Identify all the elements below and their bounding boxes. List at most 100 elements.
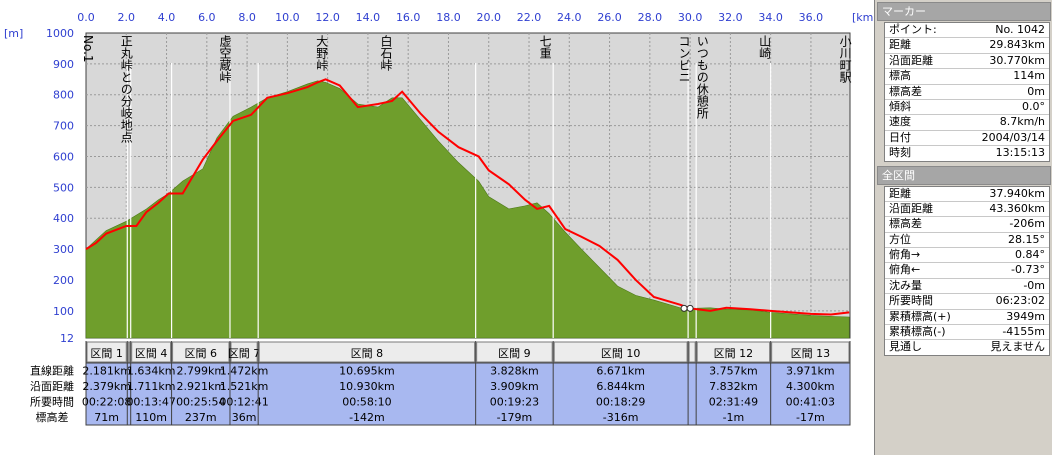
row-label: 標高差 xyxy=(889,84,922,98)
segment-column[interactable]: 区間 8 10.695km 10.930km 00:58:10 -142m xyxy=(257,341,476,425)
segment-header-cell[interactable] xyxy=(172,341,230,363)
segment-value: -316m xyxy=(603,411,639,424)
row-header-label: 標高差 xyxy=(36,410,69,424)
y-tick-label: 400 xyxy=(53,212,74,225)
annotation-label: 正丸峠との分岐地点 xyxy=(119,35,133,143)
segment-header-cell[interactable] xyxy=(86,341,127,363)
segment-name: 区間 4 xyxy=(135,347,168,360)
segment-value: 1.634km xyxy=(127,365,176,378)
segment-value: 00:58:10 xyxy=(342,396,391,409)
segment-column[interactable]: 区間 4 1.634km 1.711km 00:13:47 110m xyxy=(126,341,176,425)
y-tick-label: 700 xyxy=(53,120,74,133)
annotation-label: いつもの休憩所 xyxy=(695,35,709,119)
segment-value: 00:12:41 xyxy=(219,396,268,409)
segment-value: 00:41:03 xyxy=(786,396,835,409)
row-label: 累積標高(+) xyxy=(889,309,951,323)
total-info-table: 距離 37.940km 沿面距離 43.360km 標高差 -206m 方位 28.15° 俯角… xyxy=(884,185,1050,356)
x-tick-label: 14.0 xyxy=(356,11,381,24)
row-value: 8.7km/h xyxy=(999,115,1045,129)
segment-value: 4.300km xyxy=(786,380,835,393)
place-annotations: No.1 正丸峠との分岐地点 虚空蔵峠 大野峠 白石峠 七重 コンビニ いつもの休憩所 山崎 小川… xyxy=(81,34,852,143)
annotation-label: コンビニ xyxy=(677,35,691,83)
row-value: No. 1042 xyxy=(995,23,1045,36)
segment-column[interactable]: 区間 10 6.671km 6.844km 00:18:29 -316m xyxy=(552,341,688,425)
x-tick-label: 36.0 xyxy=(799,11,824,24)
row-value: -4155m xyxy=(1002,325,1045,339)
marker-panel-row: 速度 8.7km/h xyxy=(885,115,1049,131)
row-label: 沿面距離 xyxy=(889,201,933,215)
row-label: 標高 xyxy=(889,69,911,83)
row-label: 沿面距離 xyxy=(889,53,933,67)
segment-column[interactable]: 区間 7 1.472km 1.521km 00:12:41 36m xyxy=(219,341,269,425)
segment-column[interactable]: 区間 9 3.828km 3.909km 00:19:23 -179m xyxy=(475,341,553,425)
x-tick-label: 10.0 xyxy=(275,11,300,24)
total-panel-title: 全区間 xyxy=(877,165,1051,185)
total-panel-row: 累積標高(+) 3949m xyxy=(885,309,1049,326)
row-value: 0.0° xyxy=(1022,99,1045,113)
segment-column[interactable] xyxy=(126,341,131,425)
segment-header-cell[interactable] xyxy=(553,341,688,363)
segment-column[interactable]: 区間 13 3.971km 4.300km 00:41:03 -17m xyxy=(770,341,850,425)
segment-header-cell[interactable] xyxy=(688,341,696,363)
segment-header-cell[interactable] xyxy=(476,341,553,363)
segment-value: 237m xyxy=(185,411,217,424)
total-panel-row: 方位 28.15° xyxy=(885,232,1049,249)
x-tick-label: 6.0 xyxy=(198,11,216,24)
marker-panel-row: 傾斜 0.0° xyxy=(885,99,1049,116)
segment-value: 71m xyxy=(94,411,119,424)
row-value: 28.15° xyxy=(1008,232,1045,246)
total-panel-row: 所要時間 06:23:02 xyxy=(885,294,1049,310)
row-header-label: 直線距離 xyxy=(30,364,74,378)
elevation-profile-chart[interactable]: No.1 正丸峠との分岐地点 虚空蔵峠 大野峠 白石峠 七重 コンビニ いつもの休憩所 山崎 小川… xyxy=(0,0,874,455)
marker-panel-row: 沿面距離 30.770km xyxy=(885,53,1049,70)
segment-name: 区間 8 xyxy=(351,347,384,360)
x-tick-label: 28.0 xyxy=(638,11,663,24)
x-tick-label: 12.0 xyxy=(315,11,340,24)
segment-header-cell[interactable] xyxy=(771,341,850,363)
row-header-label: 沿面距離 xyxy=(30,379,74,393)
segment-value: 6.671km xyxy=(596,365,645,378)
marker-panel-row: 標高差 0m xyxy=(885,85,1049,100)
y-tick-label: 100 xyxy=(53,305,74,318)
segment-column[interactable] xyxy=(687,341,696,425)
segment-value: 10.695km xyxy=(339,365,395,378)
y-tick-label: 300 xyxy=(53,243,74,256)
row-label: 標高差 xyxy=(889,217,922,231)
segment-column[interactable]: 区間 12 3.757km 7.832km 02:31:49 -1m xyxy=(695,341,771,425)
total-panel-row: 累積標高(-) -4155m xyxy=(885,325,1049,341)
segment-name: 区間 7 xyxy=(228,347,261,360)
row-value: -206m xyxy=(1009,217,1045,231)
info-side-panel: マーカー ポイント: No. 1042 距離 29.843km 沿面距離 30.770km… xyxy=(874,0,1052,455)
x-tick-label: 18.0 xyxy=(436,11,461,24)
marker-icons xyxy=(680,304,694,312)
x-tick-label: 2.0 xyxy=(118,11,136,24)
x-axis-unit: [km] xyxy=(852,11,874,24)
segment-header-cell[interactable] xyxy=(127,341,131,363)
x-tick-label: 30.0 xyxy=(678,11,703,24)
row-label: 距離 xyxy=(889,186,911,200)
x-tick-label: 34.0 xyxy=(758,11,783,24)
segment-header-cell[interactable] xyxy=(696,341,771,363)
x-tick-label: 22.0 xyxy=(517,11,542,24)
segment-column[interactable]: 区間 1 2.181km 2.379km 00:22:08 71m xyxy=(82,341,131,425)
segment-value: 2.181km xyxy=(82,365,131,378)
segment-name: 区間 6 xyxy=(185,347,218,360)
row-value: -0m xyxy=(1023,278,1045,292)
segment-value: 6.844km xyxy=(596,380,645,393)
row-value: -0.73° xyxy=(1011,263,1045,277)
segment-column[interactable]: 区間 6 2.799km 2.921km 00:25:54 237m xyxy=(171,341,230,425)
segment-value: -17m xyxy=(796,411,825,424)
row-label: 距離 xyxy=(889,38,911,52)
row-label: 時刻 xyxy=(889,146,911,160)
row-header-label: 所要時間 xyxy=(30,396,74,409)
segment-header-cell[interactable] xyxy=(230,341,258,363)
y-tick-label: 900 xyxy=(53,58,74,71)
segment-value: 10.930km xyxy=(339,380,395,393)
y-tick-label: 600 xyxy=(53,150,74,163)
segment-table-body xyxy=(85,362,851,426)
segment-header-cell[interactable] xyxy=(131,341,172,363)
segment-value: -179m xyxy=(497,411,533,424)
segment-name: 区間 13 xyxy=(791,347,831,360)
segment-header-cell[interactable] xyxy=(258,341,476,363)
row-label: 傾斜 xyxy=(889,99,911,113)
